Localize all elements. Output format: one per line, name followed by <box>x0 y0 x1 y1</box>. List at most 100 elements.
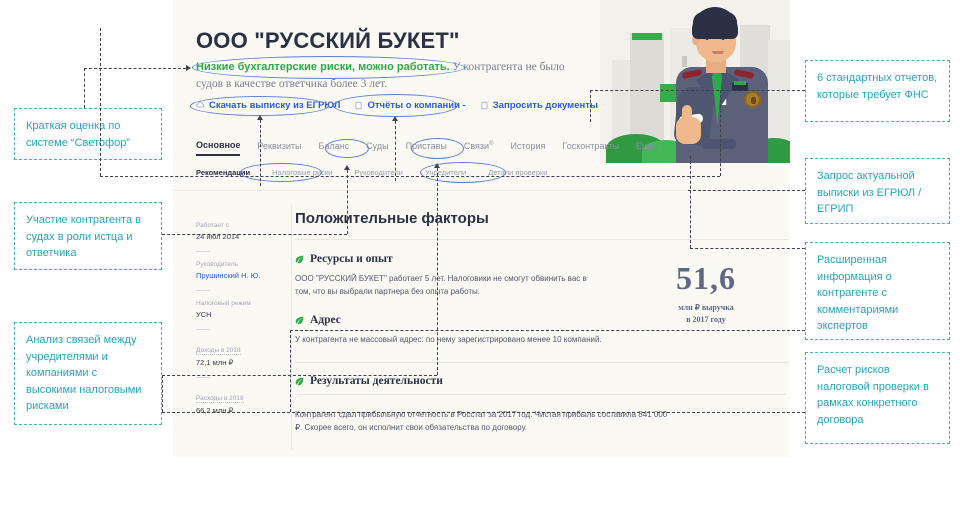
mouth <box>712 51 724 54</box>
window-icon <box>682 56 687 67</box>
tab-svyazi-sup: ® <box>489 141 494 147</box>
verdict-rest: У контрагента не было судов в качестве о… <box>196 61 565 90</box>
subtab-rekomendacii[interactable]: Рекомендации <box>196 168 251 177</box>
connector-arrow <box>343 165 350 170</box>
connector-right-reports-h <box>590 90 805 91</box>
callout-risk-calc: Расчет рисков налоговой проверки в рамка… <box>805 352 950 444</box>
tab-rekvizity[interactable]: Реквизиты <box>257 141 302 151</box>
officer-illustration <box>662 5 782 167</box>
callout-egrul-text: Запрос актуальной выписки из ЕГРЮЛ / ЕГР… <box>817 170 922 215</box>
connector-right-extended-v <box>690 156 691 248</box>
separator <box>196 251 210 252</box>
request-documents-label: Запросить документы <box>492 100 598 111</box>
factor-resources: Ресурсы и опыт ООО "РУССКИЙ БУКЕТ" работ… <box>295 253 788 298</box>
info-item-expenses-2018: Расходы в 2018 66,2 млн ₽ <box>196 387 284 415</box>
callout-reports-text: 6 стандартных отчетов, которые требует Ф… <box>817 72 938 101</box>
request-documents-button[interactable]: Запросить документы <box>480 100 598 111</box>
tab-sudy[interactable]: Суды <box>366 141 389 151</box>
region-bottom-h <box>100 176 720 177</box>
separator <box>196 377 210 378</box>
info-label[interactable]: Доходы в 2018 <box>196 347 241 355</box>
leaf-icon <box>295 316 304 324</box>
tab-svyazi-label: Связи <box>463 141 490 151</box>
jacket-flap <box>702 139 736 149</box>
factor-text: У контрагента не массовый адрес: по нему… <box>295 335 602 344</box>
subtab-rukovoditeli[interactable]: Руководители <box>354 168 403 177</box>
building-accent <box>632 33 662 40</box>
tab-goskontrakty[interactable]: Госконтракты <box>562 141 619 151</box>
divider <box>295 239 788 240</box>
company-reports-label: Отчёты о компании - <box>367 100 466 111</box>
connector-right-reports-v <box>590 90 591 122</box>
callout-courts-text: Участие контрагента в судах в роли истца… <box>26 214 141 259</box>
callout-risk-calc-text: Расчет рисков налоговой проверки в рамка… <box>817 364 929 426</box>
connector-region-h2 <box>290 330 805 331</box>
document-request-icon <box>480 101 489 110</box>
cloud-download-icon <box>196 101 205 110</box>
info-label: Работает с <box>196 222 229 229</box>
factor-results: Результаты деятельности Контрагент сдал … <box>295 375 788 434</box>
eyebrow <box>719 30 728 32</box>
connector-right-egrul-h <box>688 190 805 191</box>
subtab-nalogovye-riski[interactable]: Налоговые риски <box>272 168 333 177</box>
verdict-text: Низкие бухгалтерские риски, можно работа… <box>196 59 586 93</box>
callout-svetofor-text: Краткая оценка по системе “Светофор” <box>26 120 130 149</box>
callout-relations: Анализ связей между учредителями и компа… <box>14 322 162 425</box>
vertical-divider <box>291 205 292 450</box>
connector-egrul-v <box>260 120 261 186</box>
connector-right-risk-v <box>162 375 163 412</box>
region-right-v <box>720 90 721 176</box>
factor-text: Контрагент сдал прибыльную отчетность в … <box>295 410 668 432</box>
info-label: Налоговый режим <box>196 300 251 307</box>
tab-svyazi[interactable]: Связи® <box>464 141 494 155</box>
info-item-director: Руководитель Прушинский Н. Ю. <box>196 261 284 280</box>
info-item-works-since: Работает с 24 июл 2014 <box>196 222 284 241</box>
thumbs-up-icon <box>682 105 692 125</box>
connector-reports-v <box>395 121 396 181</box>
callout-extended-text: Расширенная информация о контрагенте с к… <box>817 254 899 332</box>
tab-more[interactable]: Ещё ⌄ <box>635 140 665 151</box>
callout-courts: Участие контрагента в судах в роли истца… <box>14 202 162 270</box>
connector-arrow <box>391 116 398 121</box>
revenue-caption-line1: млн ₽ выручка <box>678 303 734 312</box>
leaf-icon <box>295 377 304 385</box>
subtab-uchrediteli[interactable]: Учредители <box>424 168 467 177</box>
info-value-director[interactable]: Прушинский Н. Ю. <box>196 271 261 280</box>
connector-svetofor-h <box>84 68 186 69</box>
subtab-detali-proverki[interactable]: Детали проверки <box>488 168 548 177</box>
download-egrul-label: Скачать выписку из ЕГРЮЛ <box>209 100 341 111</box>
info-label[interactable]: Расходы в 2018 <box>196 395 244 403</box>
connector-right-risk-h <box>162 412 805 413</box>
tab-balans[interactable]: Баланс <box>318 141 350 151</box>
factor-heading: Результаты деятельности <box>295 375 788 387</box>
emblem-icon <box>744 91 761 108</box>
eye <box>705 35 709 40</box>
divider <box>297 394 786 395</box>
separator <box>196 290 210 291</box>
info-label: Руководитель <box>196 261 238 268</box>
tab-istoriya[interactable]: История <box>510 141 546 151</box>
region-left-v <box>100 28 101 176</box>
factor-title: Адрес <box>310 314 341 326</box>
info-value: УСН <box>196 310 212 319</box>
callout-extended: Расширенная информация о контрагенте с к… <box>805 242 950 340</box>
document-icon <box>354 101 363 110</box>
info-item-income-2018: Доходы в 2018 72,1 млн ₽ <box>196 339 284 367</box>
connector-right-extended-h <box>690 248 805 249</box>
info-item-tax-regime: Налоговый режим УСН <box>196 300 284 319</box>
factor-title: Ресурсы и опыт <box>310 253 393 265</box>
download-egrul-button[interactable]: Скачать выписку из ЕГРЮЛ <box>196 100 340 111</box>
factor-address: Адрес У контрагента не массовый адрес: п… <box>295 314 788 346</box>
tab-osnovnoe[interactable]: Основное <box>196 140 241 156</box>
factor-heading: Ресурсы и опыт <box>295 253 788 265</box>
action-links: Скачать выписку из ЕГРЮЛ Отчёты о компан… <box>196 100 598 111</box>
breast-pocket <box>732 83 748 91</box>
revenue-number: 51,6 <box>676 260 736 296</box>
company-info-column: Работает с 24 июл 2014 Руководитель Пруш… <box>196 222 284 415</box>
sub-tabs: Рекомендации Налоговые риски Руководител… <box>196 168 756 177</box>
tab-pristavy[interactable]: Приставы <box>405 141 447 151</box>
callout-relations-text: Анализ связей между учредителями и компа… <box>26 334 142 412</box>
company-reports-button[interactable]: Отчёты о компании - <box>354 100 466 111</box>
info-value: 24 июл 2014 <box>196 232 240 241</box>
separator <box>196 329 210 330</box>
